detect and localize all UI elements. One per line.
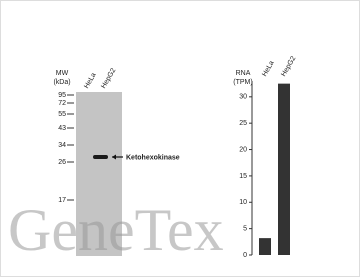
mw-label: MW <box>56 70 69 77</box>
mw-marker: 55 <box>58 111 66 118</box>
y-tick-label: 20 <box>239 146 247 153</box>
page: {"blot": {"mw_label": "MW", "mw_unit": "… <box>0 0 360 277</box>
mw-marker: 17 <box>58 197 66 204</box>
y-tick-label: 10 <box>239 199 247 206</box>
y-axis-unit: (TPM) <box>233 79 252 86</box>
watermark: GeneTex <box>8 197 224 263</box>
bar <box>259 238 271 255</box>
y-tick-label: 30 <box>239 94 247 101</box>
mw-unit: (kDa) <box>53 79 70 86</box>
mw-marker: 72 <box>58 100 66 107</box>
mw-marker: 95 <box>58 92 66 99</box>
figure: MW (kDa) Ketohexokinase GeneTex RNA (TPM… <box>0 0 360 277</box>
blot-band <box>93 155 108 159</box>
mw-marker: 26 <box>58 159 66 166</box>
y-axis-label: RNA <box>236 70 251 77</box>
y-tick-label: 0 <box>243 252 247 259</box>
y-tick-label: 25 <box>239 120 247 127</box>
y-tick-label: 5 <box>243 225 247 232</box>
mw-marker: 43 <box>58 125 66 132</box>
band-label: Ketohexokinase <box>126 154 180 161</box>
mw-marker: 34 <box>58 142 66 149</box>
bar <box>278 84 290 255</box>
y-tick-label: 15 <box>239 173 247 180</box>
